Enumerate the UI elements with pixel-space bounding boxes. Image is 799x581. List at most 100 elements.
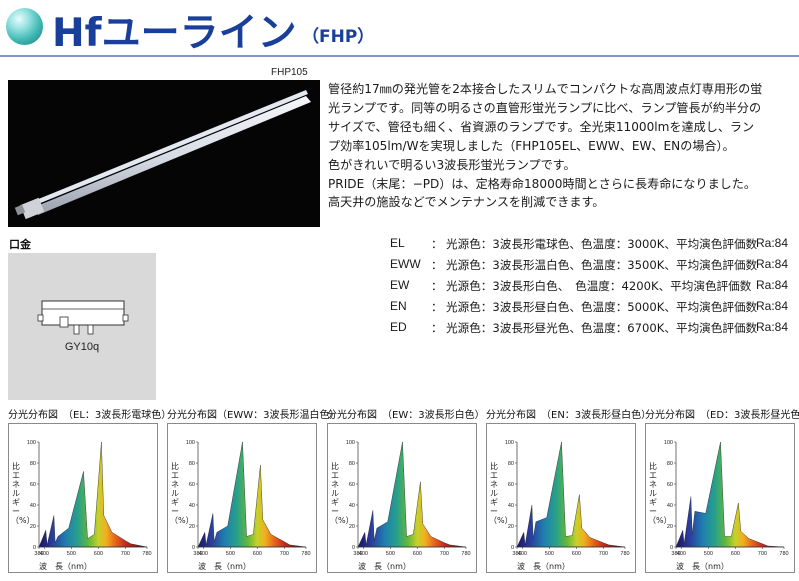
y-tick-label: 20 bbox=[349, 524, 355, 530]
x-tick-label: 380 bbox=[193, 551, 202, 557]
spec-colon: ： bbox=[431, 279, 443, 293]
spec-ra: Ra:84 bbox=[756, 278, 789, 292]
x-tick-label: 500 bbox=[704, 551, 713, 557]
gy10q-base-icon bbox=[37, 300, 129, 335]
chart-xlabel: 波 長（nm） bbox=[517, 562, 570, 571]
spectrum-area bbox=[675, 441, 785, 548]
y-tick-label: 60 bbox=[30, 482, 36, 488]
model-label: FHP105 bbox=[271, 67, 308, 78]
spectral-chart-eww: 分光分布図（EWW：3波長形温白色） 0 20 40 60 80 100 380 400 500… bbox=[167, 406, 339, 576]
spec-colon: ： bbox=[431, 321, 443, 335]
y-tick-label: 80 bbox=[30, 461, 36, 467]
chart-ylabel: 比エネルギー（%） bbox=[11, 462, 35, 525]
x-tick-label: 400 bbox=[359, 551, 368, 557]
y-tick-label: 20 bbox=[667, 524, 673, 530]
lamp-tube-icon bbox=[14, 90, 311, 220]
chart-xlabel: 波 長（nm） bbox=[198, 562, 251, 571]
spec-code: EN bbox=[390, 299, 407, 313]
spectral-chart-ew: 分光分布図 （EW：3波長形白色） 0 20 40 60 80 100 380 400 500 6… bbox=[327, 406, 485, 576]
x-tick-label: 600 bbox=[94, 551, 103, 557]
spectrum-area bbox=[197, 441, 307, 548]
y-tick-label: 0 bbox=[192, 545, 195, 551]
x-tick-label: 700 bbox=[121, 551, 130, 557]
chart-ylabel: 比エネルギー（%） bbox=[170, 462, 194, 525]
chart-ylabel: 比エネルギー（%） bbox=[648, 462, 672, 525]
y-tick-label: 0 bbox=[511, 545, 514, 551]
x-tick-label: 600 bbox=[413, 551, 422, 557]
spec-ra: Ra:84 bbox=[756, 257, 789, 271]
spectral-chart-ed: 分光分布図 （ED：3波長形昼光色） 0 20 40 60 80 100 380 400 500… bbox=[645, 406, 799, 576]
x-tick-label: 780 bbox=[142, 551, 151, 557]
x-tick-label: 700 bbox=[280, 551, 289, 557]
description-line: プ効率105lm/Wを実現しました（FHP105EL、EWW、EW、ENの場合）… bbox=[328, 138, 735, 153]
description-line: 色がきれいで明るい3波長形蛍光ランプです。 bbox=[328, 157, 576, 172]
description-line: 管径約17㎜の発光管を2本接合したスリムでコンパクトな高周波点灯専用形の蛍 bbox=[328, 82, 763, 96]
title-divider bbox=[0, 55, 799, 57]
spec-colon: ： bbox=[431, 300, 443, 314]
x-tick-label: 500 bbox=[67, 551, 76, 557]
y-tick-label: 40 bbox=[667, 503, 673, 509]
y-tick-label: 60 bbox=[189, 482, 195, 488]
x-tick-label: 780 bbox=[779, 551, 788, 557]
chart-xlabel: 波 長（nm） bbox=[358, 562, 411, 571]
spec-ra: Ra:84 bbox=[756, 299, 789, 313]
spec-row-eww: EWW ： 光源色：3波長形温白色、色温度：3500K、平均演色評価数 Ra:8… bbox=[328, 257, 796, 277]
spectral-chart-en: 分光分布図 （EN：3波長形昼白色） 0 20 40 60 80 100 380 400 500… bbox=[486, 406, 651, 576]
description-line: 高天井の施設などでメンテナンスを削減できます。 bbox=[328, 195, 605, 210]
x-tick-label: 500 bbox=[386, 551, 395, 557]
chart-title: 分光分布図（EWW：3波長形温白色） bbox=[167, 410, 340, 421]
x-tick-label: 600 bbox=[572, 551, 581, 557]
title-bar: Hfユーライン （FHP） bbox=[0, 0, 799, 60]
y-tick-label: 40 bbox=[508, 503, 514, 509]
spec-colon: ： bbox=[431, 237, 443, 251]
spec-code: EWW bbox=[390, 257, 421, 271]
page-subtitle: （FHP） bbox=[302, 27, 375, 47]
x-tick-label: 700 bbox=[440, 551, 449, 557]
base-name: GY10q bbox=[64, 341, 100, 353]
spec-code: ED bbox=[390, 320, 407, 334]
x-tick-label: 700 bbox=[758, 551, 767, 557]
x-tick-label: 700 bbox=[599, 551, 608, 557]
spec-code: EL bbox=[390, 236, 405, 250]
spec-row-el: EL ： 光源色：3波長形電球色、色温度：3000K、平均演色評価数 Ra:84 bbox=[328, 236, 796, 256]
x-tick-label: 780 bbox=[301, 551, 310, 557]
x-tick-label: 380 bbox=[34, 551, 43, 557]
y-tick-label: 0 bbox=[33, 545, 36, 551]
chart-title: 分光分布図 （EW：3波長形白色） bbox=[327, 410, 485, 421]
x-tick-label: 400 bbox=[40, 551, 49, 557]
chart-title: 分光分布図 （EL：3波長形電球色） bbox=[8, 410, 172, 421]
spectrum-area bbox=[516, 441, 626, 548]
spec-row-ew: EW ： 光源色：3波長形白色、 色温度：4200K、平均演色評価数 Ra:84 bbox=[328, 278, 796, 298]
chart-frame: 0 20 40 60 80 100 380 400 500 600 700 780 比エネルギー（%）… bbox=[8, 423, 158, 573]
x-tick-label: 380 bbox=[353, 551, 362, 557]
y-tick-label: 0 bbox=[352, 545, 355, 551]
y-tick-label: 80 bbox=[349, 461, 355, 467]
x-tick-label: 600 bbox=[731, 551, 740, 557]
x-tick-label: 380 bbox=[512, 551, 521, 557]
spec-row-ed: ED ： 光源色：3波長形昼光色、色温度：6700K、平均演色評価数 Ra:84 bbox=[328, 320, 796, 340]
chart-title: 分光分布図 （ED：3波長形昼光色） bbox=[645, 410, 799, 421]
x-tick-label: 500 bbox=[545, 551, 554, 557]
y-tick-label: 40 bbox=[189, 503, 195, 509]
spec-colon: ： bbox=[431, 258, 443, 272]
description: 管径約17㎜の発光管を2本接合したスリムでコンパクトな高周波点灯専用形の蛍 光ラ… bbox=[328, 80, 796, 212]
spec-text: 光源色：3波長形電球色、色温度：3000K、平均演色評価数 bbox=[446, 237, 758, 251]
spectral-charts: 分光分布図 （EL：3波長形電球色） 0 20 40 60 80 100 380 400 500… bbox=[0, 406, 799, 581]
y-tick-label: 60 bbox=[508, 482, 514, 488]
y-tick-label: 100 bbox=[346, 440, 355, 446]
x-tick-label: 400 bbox=[199, 551, 208, 557]
y-tick-label: 100 bbox=[186, 440, 195, 446]
spec-text: 光源色：3波長形昼光色、色温度：6700K、平均演色評価数 bbox=[446, 321, 758, 335]
chart-frame: 0 20 40 60 80 100 380 400 500 600 700 780 比エネルギー（%）… bbox=[645, 423, 795, 573]
y-tick-label: 20 bbox=[189, 524, 195, 530]
spectrum-area bbox=[357, 441, 467, 548]
chart-xlabel: 波 長（nm） bbox=[39, 562, 92, 571]
y-tick-label: 100 bbox=[27, 440, 36, 446]
chart-frame: 0 20 40 60 80 100 380 400 500 600 700 780 比エネルギー（%）… bbox=[167, 423, 317, 573]
y-tick-label: 100 bbox=[664, 440, 673, 446]
spectral-chart-el: 分光分布図 （EL：3波長形電球色） 0 20 40 60 80 100 380 400 500… bbox=[8, 406, 171, 576]
